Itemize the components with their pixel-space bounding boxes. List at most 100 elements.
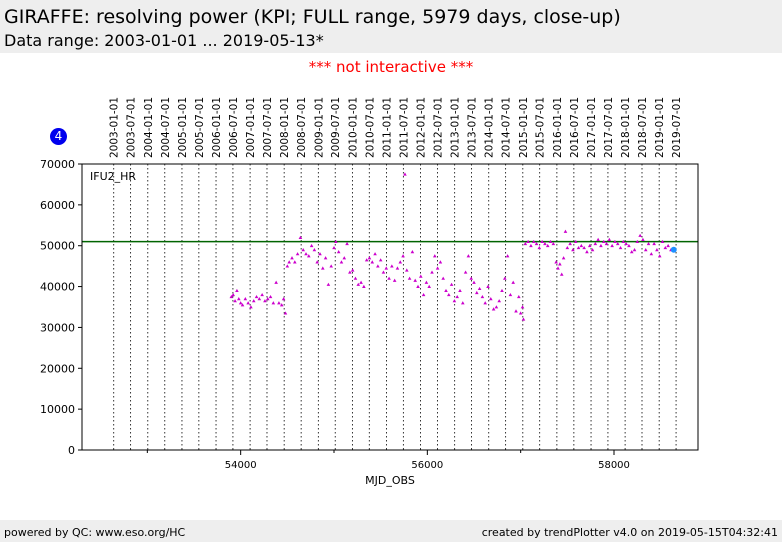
data-point [543, 241, 547, 246]
data-point [517, 294, 521, 299]
data-point [593, 241, 598, 246]
data-point [290, 256, 294, 260]
x-tick-label: 54000 [225, 460, 257, 471]
data-point [390, 264, 394, 268]
y-tick-label: 20000 [40, 362, 75, 375]
data-point [449, 282, 454, 286]
data-point [489, 297, 493, 301]
data-point [571, 248, 575, 252]
data-point [281, 297, 286, 301]
x-tick-label: 56000 [411, 460, 443, 471]
x-axis-label: MJD_OBS [365, 474, 415, 487]
data-point [398, 260, 403, 264]
data-point [649, 252, 654, 256]
data-point [295, 252, 300, 256]
data-point [458, 288, 462, 293]
data-point [660, 239, 665, 244]
data-point [381, 270, 386, 274]
data-point [643, 248, 648, 252]
date-marker-label: 2007-01-01 [245, 97, 257, 158]
date-marker-label: 2014-07-01 [501, 97, 513, 158]
data-point [364, 258, 369, 262]
data-point [304, 252, 308, 256]
data-point [621, 239, 626, 244]
data-point [359, 280, 363, 284]
data-point [629, 250, 634, 254]
data-point [491, 307, 496, 311]
data-point [353, 276, 358, 280]
data-point [293, 260, 297, 264]
date-marker-label: 2003-01-01 [109, 97, 121, 158]
data-point [410, 250, 415, 254]
data-point [520, 305, 525, 309]
data-point [663, 245, 668, 250]
data-point [613, 239, 617, 244]
data-point [655, 248, 659, 252]
date-marker-label: 2009-01-01 [313, 97, 325, 158]
data-point [610, 243, 614, 248]
plot-frame [81, 163, 699, 451]
date-marker-label: 2005-01-01 [177, 97, 189, 158]
data-point [475, 290, 479, 295]
data-point [260, 292, 264, 297]
data-point [526, 239, 530, 244]
data-point [590, 248, 595, 252]
date-marker-label: 2016-07-01 [569, 97, 581, 158]
data-point [635, 239, 640, 244]
data-point [632, 248, 637, 252]
data-point [345, 241, 349, 246]
data-point [376, 264, 380, 268]
data-point [229, 294, 234, 299]
data-point [407, 276, 412, 280]
date-marker-label: 2012-07-01 [433, 97, 445, 158]
data-point [599, 243, 603, 248]
data-point [318, 252, 322, 256]
date-marker-label: 2017-07-01 [603, 97, 615, 158]
data-points [229, 172, 677, 321]
data-point [505, 254, 510, 258]
data-point [607, 237, 612, 241]
data-point [452, 299, 457, 303]
data-point [254, 294, 259, 299]
data-point [576, 245, 581, 250]
data-point [615, 241, 620, 246]
data-point [249, 305, 253, 309]
data-point [315, 260, 319, 264]
data-point [472, 280, 476, 284]
data-point [545, 243, 550, 248]
data-point [604, 241, 609, 246]
data-point [559, 272, 564, 276]
footer-powered-by: powered by QC: www.eso.org/HC [4, 526, 186, 539]
footer-bar: powered by QC: www.eso.org/HC created by… [0, 520, 782, 542]
date-marker-label: 2012-01-01 [416, 97, 428, 158]
data-point [421, 292, 426, 297]
data-point [243, 297, 248, 301]
date-marker-label: 2019-01-01 [654, 97, 666, 158]
date-marker-label: 2015-07-01 [535, 97, 547, 158]
data-point [279, 303, 284, 307]
date-marker-label: 2004-07-01 [160, 97, 172, 158]
data-point [657, 254, 662, 258]
header-bar: GIRAFFE: resolving power (KPI; FULL rang… [0, 0, 782, 53]
date-marker-label: 2016-01-01 [552, 97, 564, 158]
data-point [233, 299, 237, 303]
data-point [548, 239, 553, 244]
data-point [395, 266, 400, 270]
data-point [268, 294, 273, 299]
data-point [573, 239, 578, 244]
data-point [511, 280, 515, 284]
data-point [508, 292, 513, 297]
data-point [271, 301, 276, 305]
data-point [356, 282, 361, 286]
data-point [551, 241, 556, 246]
data-range-subtitle: Data range: 2003-01-01 ... 2019-05-13* [4, 31, 324, 50]
date-marker-label: 2018-07-01 [637, 97, 649, 158]
data-point [384, 266, 389, 270]
footer-created-by: created by trendPlotter v4.0 on 2019-05-… [481, 526, 778, 539]
y-tick-label: 40000 [40, 281, 75, 294]
data-point [321, 266, 325, 270]
date-marker-label: 2008-01-01 [279, 97, 291, 158]
y-tick-label: 30000 [40, 321, 75, 334]
data-point [373, 252, 377, 256]
data-point [416, 284, 420, 288]
